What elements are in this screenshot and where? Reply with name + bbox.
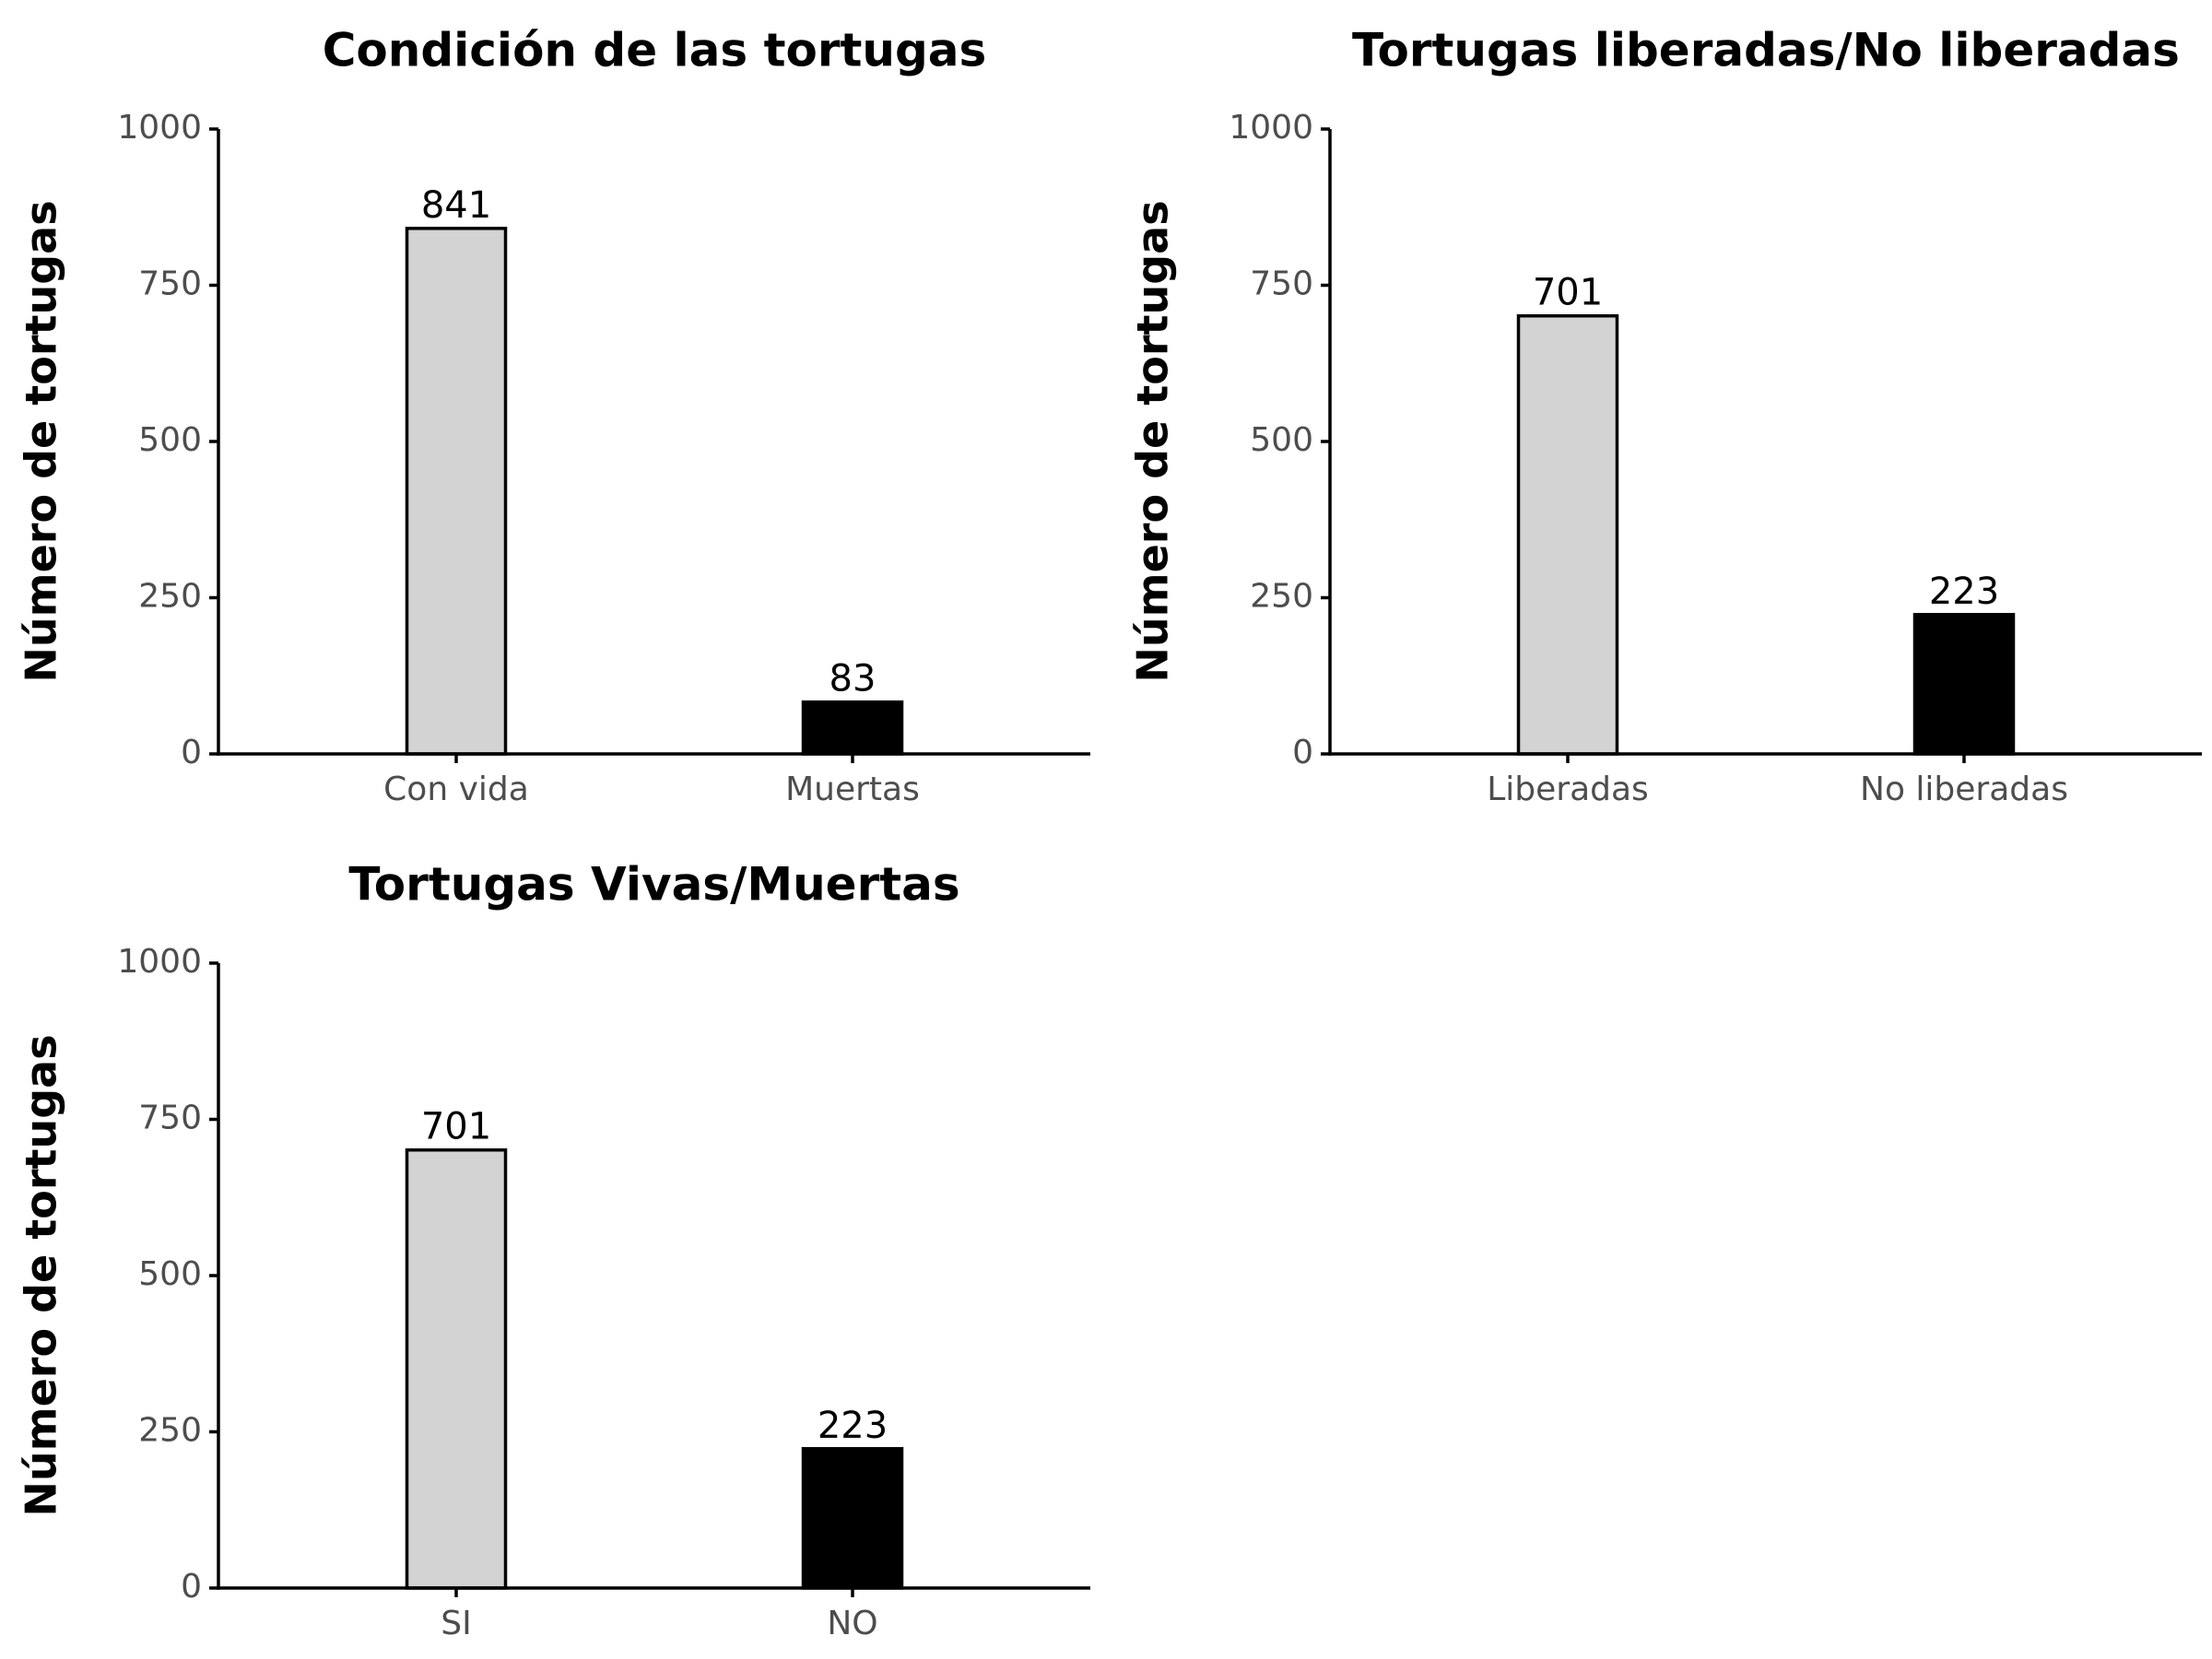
y-tick-label: 250: [1250, 578, 1313, 616]
y-axis-label: Número de tortugas: [17, 200, 66, 682]
y-tick-label: 0: [1292, 734, 1313, 771]
y-tick-label: 1000: [1229, 109, 1313, 147]
chart-panel-3: Tortugas Vivas/Muertas Número de tortugas…: [17, 858, 1090, 1642]
y-tick-label: 500: [138, 421, 202, 459]
y-axis-label: Número de tortugas: [17, 1034, 66, 1516]
x-tick-label: No liberadas: [1860, 771, 2068, 808]
y-tick-label: 500: [1250, 421, 1313, 459]
bar-value-label: 83: [830, 658, 877, 700]
y-tick-label: 500: [138, 1255, 202, 1293]
bar-no: [801, 1447, 904, 1590]
bar-liberadas: [1516, 313, 1619, 756]
y-tick-label: 750: [1250, 265, 1313, 303]
x-tick-label: SI: [441, 1605, 471, 1642]
y-tick-label: 0: [181, 734, 202, 771]
chart-title: Tortugas Vivas/Muertas: [348, 858, 959, 912]
y-tick-label: 750: [138, 265, 202, 303]
bar-value-label: 701: [1533, 272, 1603, 314]
bar-muertas: [801, 700, 904, 756]
bar-no-liberadas: [1912, 613, 2016, 756]
bar-value-label: 701: [421, 1106, 491, 1148]
x-tick-label: Muertas: [785, 771, 920, 808]
y-tick-label: 1000: [117, 109, 202, 147]
bar-value-label: 223: [1929, 571, 1999, 613]
x-tick-label: Con vida: [383, 771, 529, 808]
bar-si: [405, 1147, 508, 1590]
y-tick-label: 250: [138, 578, 202, 616]
bar-value-label: 223: [818, 1405, 888, 1447]
chart-title: Condición de las tortugas: [323, 24, 987, 77]
y-tick-label: 750: [138, 1100, 202, 1137]
bar-con-vida: [405, 227, 508, 756]
chart-panel-1: Condición de las tortugas Número de tortu…: [17, 24, 1090, 808]
chart-panel-2: Tortugas liberadas/No liberadas Número de…: [1128, 24, 2202, 808]
x-tick-label: NO: [827, 1605, 877, 1642]
y-tick-label: 250: [138, 1412, 202, 1450]
chart-title: Tortugas liberadas/No liberadas: [1352, 24, 2180, 77]
bar-value-label: 841: [421, 184, 491, 227]
x-tick-label: Liberadas: [1487, 771, 1649, 808]
y-tick-label: 1000: [117, 943, 202, 981]
y-axis-label: Número de tortugas: [1128, 200, 1178, 682]
y-tick-label: 0: [181, 1568, 202, 1606]
